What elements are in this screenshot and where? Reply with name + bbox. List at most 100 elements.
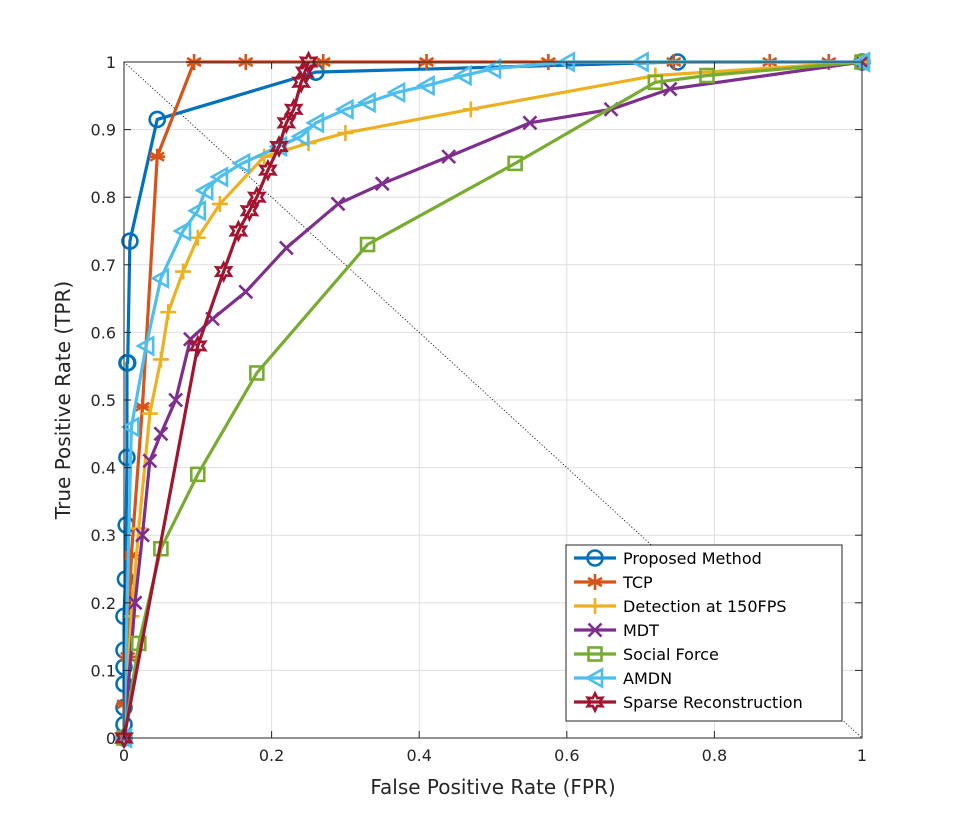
data-point-sparse-reconstruction xyxy=(213,260,234,284)
data-point-mdt xyxy=(662,81,678,97)
series-line-amdn xyxy=(122,60,862,739)
legend-label-detection-at-150fps: Detection at 150FPS xyxy=(623,597,787,616)
data-point-mdt xyxy=(135,527,150,543)
data-point-mdt xyxy=(168,392,184,408)
data-point-sparse-reconstruction xyxy=(294,60,315,84)
data-point-sparse-reconstruction xyxy=(257,158,278,182)
data-point-amdn xyxy=(172,220,192,242)
y-tick-label: 0.7 xyxy=(91,256,116,275)
y-tick-label: 1 xyxy=(106,53,116,72)
y-tick-label: 0 xyxy=(106,729,116,748)
data-point-mdt xyxy=(522,115,538,131)
y-tick-label: 0.5 xyxy=(91,391,116,410)
data-point-tcp xyxy=(123,547,140,564)
data-point-sparse-reconstruction xyxy=(291,70,312,94)
x-tick-label: 0.6 xyxy=(554,746,579,765)
legend-marker-social-force xyxy=(587,646,603,662)
legend-label-social-force: Social Force xyxy=(623,645,719,664)
data-point-sparse-reconstruction xyxy=(298,50,319,74)
x-tick-label: 0.8 xyxy=(702,746,727,765)
data-point-social-force xyxy=(190,466,206,483)
y-axis-label: True Positive Rate (TPR) xyxy=(51,281,75,520)
series-line-sparse-reconstruction xyxy=(122,61,311,739)
data-point-sparse-reconstruction xyxy=(246,185,267,209)
data-point-sparse-reconstruction xyxy=(187,334,208,358)
data-point-amdn xyxy=(231,152,251,175)
legend-entry-mdt: MDT xyxy=(574,621,659,640)
y-axis-ticks: 0 0.1 0.2 0.3 0.4 0.5 0.6 0.7 0.8 0.9 1 xyxy=(91,53,862,748)
data-point-detection-at-150fps xyxy=(462,101,479,118)
data-point-detection-at-150fps xyxy=(175,263,192,280)
y-tick-label: 0.2 xyxy=(91,594,116,613)
data-point-amdn xyxy=(135,335,155,357)
data-point-tcp xyxy=(134,398,151,415)
data-point-amdn xyxy=(452,64,472,87)
x-tick-label: 0 xyxy=(119,746,129,765)
data-point-amdn xyxy=(120,416,140,438)
data-point-mdt xyxy=(278,240,294,256)
data-point-detection-at-150fps xyxy=(141,405,158,422)
legend-box xyxy=(565,544,843,722)
legend-entry-social-force: Social Force xyxy=(574,645,719,664)
data-point-mdt xyxy=(183,331,198,347)
data-point-social-force xyxy=(249,365,265,381)
data-point-amdn xyxy=(415,74,435,97)
data-point-mdt xyxy=(142,453,158,469)
legend-label-proposed-method: Proposed Method xyxy=(623,549,762,568)
data-point-mdt xyxy=(238,284,254,300)
legend-entry-proposed-method: Proposed Method xyxy=(574,549,762,568)
data-point-amdn xyxy=(209,166,229,188)
legend-entry-tcp: TCP xyxy=(574,573,653,592)
data-point-detection-at-150fps xyxy=(152,351,169,368)
legend-label-mdt: MDT xyxy=(623,621,659,640)
data-point-amdn xyxy=(386,81,406,104)
data-point-amdn xyxy=(150,267,170,290)
data-point-detection-at-150fps xyxy=(160,304,177,321)
x-axis-ticks: 0 0.2 0.4 0.6 0.8 1 xyxy=(119,62,867,765)
data-point-social-force xyxy=(647,74,664,91)
data-point-amdn xyxy=(194,179,214,202)
data-point-sparse-reconstruction xyxy=(269,135,289,158)
y-tick-label: 0.6 xyxy=(91,323,116,342)
y-tick-label: 0.3 xyxy=(91,526,116,545)
legend-label-sparse-reconstruction: Sparse Reconstruction xyxy=(623,693,803,712)
x-tick-label: 0.4 xyxy=(406,746,431,765)
data-point-sparse-reconstruction xyxy=(114,726,134,750)
data-point-tcp xyxy=(149,148,166,165)
data-point-detection-at-150fps xyxy=(337,124,354,141)
series-sparse-reconstruction xyxy=(114,50,319,750)
data-point-amdn xyxy=(356,91,376,114)
data-point-mdt xyxy=(127,595,143,611)
data-point-amdn xyxy=(187,199,207,222)
legend-label-tcp: TCP xyxy=(622,573,653,592)
x-tick-label: 1 xyxy=(857,746,867,765)
data-point-sparse-reconstruction xyxy=(283,97,304,121)
x-axis-label: False Positive Rate (FPR) xyxy=(370,775,615,799)
data-point-amdn xyxy=(334,98,354,121)
legend: Proposed Method TCP Detection at 150FPS MDT… xyxy=(565,544,843,722)
data-point-proposed-method xyxy=(118,354,137,372)
legend-marker-amdn xyxy=(584,667,604,689)
y-tick-label: 0.9 xyxy=(91,121,116,140)
data-point-mdt xyxy=(374,176,390,192)
data-point-social-force xyxy=(507,155,523,172)
legend-entry-detection-at-150fps: Detection at 150FPS xyxy=(574,597,787,616)
data-point-amdn xyxy=(482,58,502,80)
data-point-proposed-method xyxy=(121,232,139,250)
legend-entry-sparse-reconstruction: Sparse Reconstruction xyxy=(574,690,803,714)
legend-marker-sparse-reconstruction xyxy=(585,690,605,714)
legend-label-amdn: AMDN xyxy=(623,669,672,688)
data-point-proposed-method xyxy=(118,448,136,467)
data-point-sparse-reconstruction xyxy=(228,219,249,243)
data-point-detection-at-150fps xyxy=(189,229,206,246)
legend-entry-amdn: AMDN xyxy=(574,667,672,689)
data-point-mdt xyxy=(441,149,457,165)
data-point-social-force xyxy=(359,236,376,253)
data-point-amdn xyxy=(290,125,310,148)
x-tick-label: 0.2 xyxy=(259,746,284,765)
data-point-social-force xyxy=(130,635,147,652)
data-point-mdt xyxy=(153,426,169,442)
data-point-detection-at-150fps xyxy=(211,195,228,212)
data-point-mdt xyxy=(330,196,346,212)
